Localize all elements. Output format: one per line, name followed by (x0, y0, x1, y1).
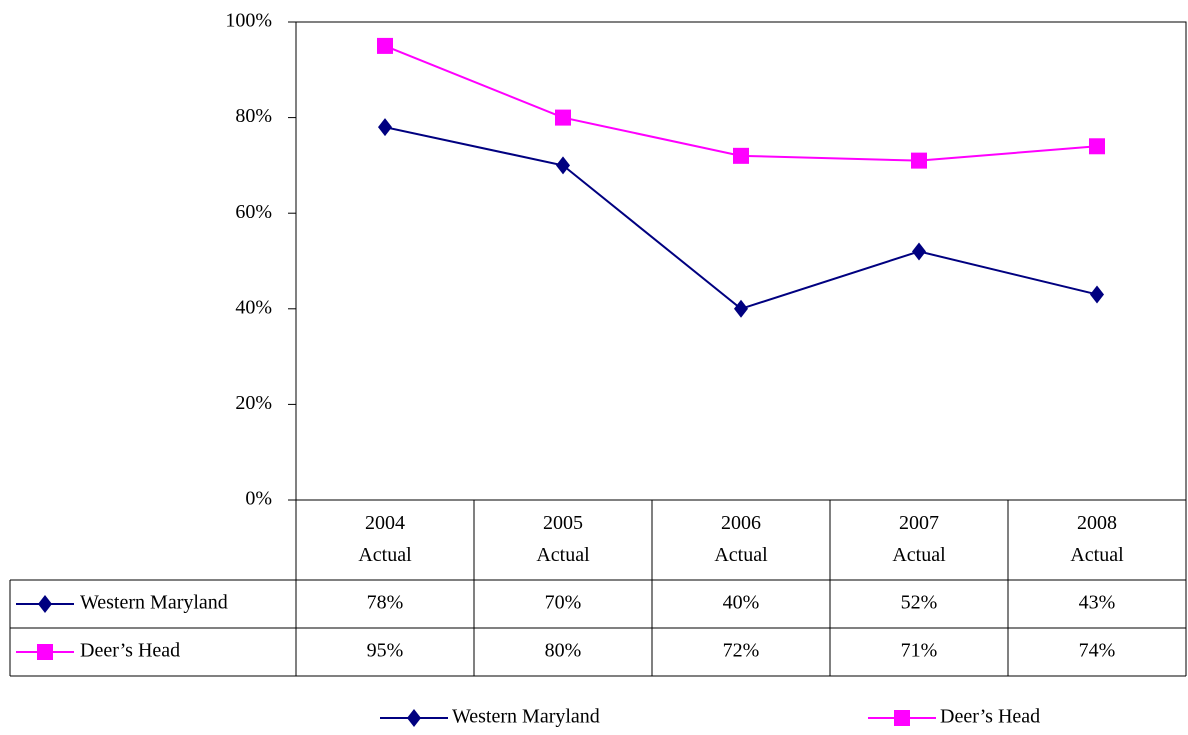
y-tick-label: 0% (245, 488, 272, 510)
table-value: 71% (901, 640, 938, 662)
y-tick-label: 20% (235, 392, 272, 414)
marker (556, 156, 570, 175)
y-tick-label: 100% (225, 10, 272, 32)
table-value: 78% (367, 592, 404, 614)
marker (377, 37, 393, 54)
table-value: 74% (1079, 640, 1116, 662)
y-tick-label: 60% (235, 201, 272, 223)
marker (407, 709, 421, 727)
x-tick-label: 2008 Actual (1070, 512, 1124, 566)
y-tick-label: 40% (235, 296, 272, 318)
series-line (384, 44, 1098, 162)
table-value: 72% (723, 640, 760, 662)
marker (734, 299, 748, 318)
legend-label: Deer’s Head (940, 706, 1040, 728)
marker (37, 644, 53, 660)
x-tick-label: 2007 Actual (892, 512, 946, 566)
table-series-name: Western Maryland (80, 592, 228, 614)
x-tick-label: 2004 Actual (358, 512, 412, 566)
table-series-name: Deer’s Head (80, 640, 180, 662)
marker (378, 118, 392, 137)
legend-label: Western Maryland (452, 706, 600, 728)
marker (911, 152, 927, 169)
table-value: 80% (545, 640, 582, 662)
marker (555, 109, 571, 126)
marker (894, 710, 910, 726)
table-value: 52% (901, 592, 938, 614)
table-value: 43% (1079, 592, 1116, 614)
marker (912, 242, 926, 261)
marker (38, 595, 52, 613)
marker (733, 147, 749, 164)
x-tick-label: 2006 Actual (714, 512, 768, 566)
x-tick-label: 2005 Actual (536, 512, 590, 566)
table-value: 70% (545, 592, 582, 614)
plot-frame (295, 21, 1187, 501)
table-value: 40% (723, 592, 760, 614)
y-tick-label: 80% (235, 105, 272, 127)
table-value: 95% (367, 640, 404, 662)
marker (1089, 138, 1105, 155)
marker (1090, 285, 1104, 304)
